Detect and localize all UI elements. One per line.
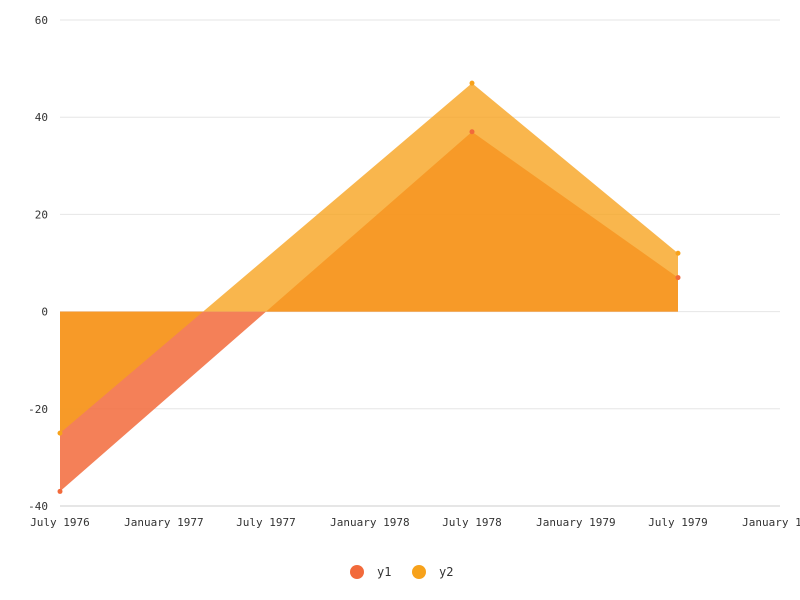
x-tick-label: July 1979: [648, 516, 708, 529]
y-tick-label: -20: [28, 403, 48, 416]
x-tick-label: January 1977: [124, 516, 203, 529]
data-point-y1[interactable]: [469, 129, 475, 135]
legend-label-y1[interactable]: y1: [377, 565, 391, 579]
legend: y1 y2: [350, 565, 453, 579]
data-point-y1[interactable]: [57, 488, 63, 494]
series-points: [57, 80, 681, 494]
y-tick-label: 60: [35, 14, 48, 27]
data-point-y2[interactable]: [675, 250, 681, 256]
x-tick-label: July 1977: [236, 516, 296, 529]
y-tick-label: 40: [35, 111, 48, 124]
data-point-y2[interactable]: [57, 430, 63, 436]
legend-marker-y2[interactable]: [412, 565, 426, 579]
data-point-y2[interactable]: [469, 80, 475, 86]
x-tick-label: January 1978: [330, 516, 409, 529]
x-tick-label: January 1979: [536, 516, 615, 529]
y-tick-label: 0: [41, 306, 48, 319]
axes: -40 -20 0 20 40 60 July 1976 January 1977 July 1…: [28, 14, 800, 529]
legend-marker-y1[interactable]: [350, 565, 364, 579]
data-point-y1[interactable]: [675, 275, 681, 281]
legend-label-y2[interactable]: y2: [439, 565, 453, 579]
x-tick-label: July 1976: [30, 516, 90, 529]
series-areas: [60, 83, 678, 492]
x-tick-label: January 1980: [742, 516, 800, 529]
x-tick-label: July 1978: [442, 516, 502, 529]
y-tick-label: 20: [35, 208, 48, 221]
series-area-y2: [60, 83, 678, 434]
y-tick-label: -40: [28, 500, 48, 513]
